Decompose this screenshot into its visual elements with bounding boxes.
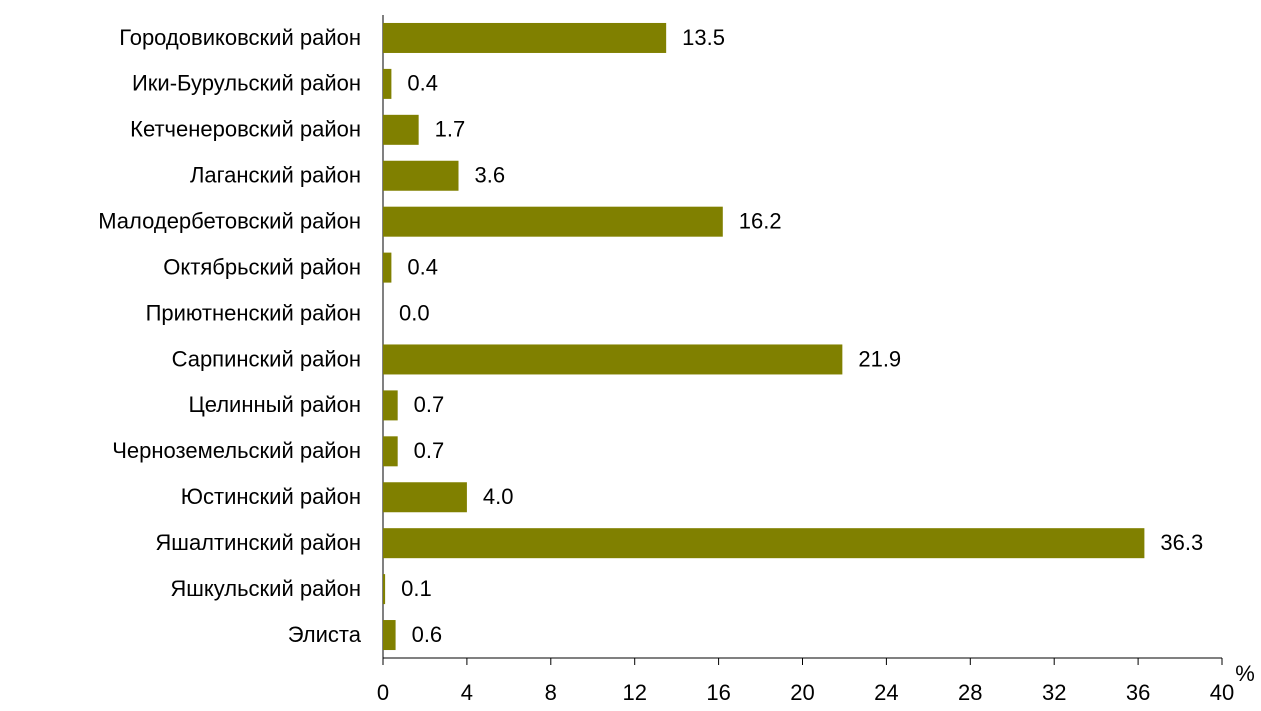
- bar: [383, 436, 398, 467]
- x-tick-label: 28: [958, 680, 982, 705]
- data-label: 0.7: [414, 392, 445, 417]
- bar: [383, 252, 392, 283]
- x-tick-label: 8: [545, 680, 557, 705]
- x-axis-label: %: [1235, 661, 1255, 686]
- data-label: 0.1: [401, 576, 432, 601]
- x-tick-label: 16: [706, 680, 730, 705]
- data-label: 21.9: [858, 346, 901, 371]
- data-label: 0.6: [412, 622, 443, 647]
- y-tick-label: Элиста: [288, 622, 362, 647]
- data-label: 3.6: [475, 163, 506, 188]
- y-tick-label: Приютненский район: [146, 300, 361, 325]
- x-tick-label: 12: [622, 680, 646, 705]
- data-label: 36.3: [1160, 530, 1203, 555]
- bar: [383, 528, 1145, 559]
- y-tick-label: Октябрьский район: [163, 254, 361, 279]
- data-label: 0.0: [399, 300, 430, 325]
- y-tick-label: Яшкульский район: [170, 576, 361, 601]
- bar: [383, 206, 723, 237]
- bar: [383, 574, 386, 605]
- bar: [383, 114, 419, 145]
- y-tick-label: Ики-Бурульский район: [132, 71, 361, 96]
- bar: [383, 68, 392, 99]
- y-tick-label: Городовиковский район: [119, 25, 361, 50]
- x-tick-label: 20: [790, 680, 814, 705]
- x-tick-label: 4: [461, 680, 473, 705]
- data-label: 1.7: [435, 117, 466, 142]
- data-label: 4.0: [483, 484, 514, 509]
- data-label: 0.7: [414, 438, 445, 463]
- bar: [383, 620, 396, 651]
- y-tick-label: Целинный район: [188, 392, 361, 417]
- data-label: 0.4: [407, 254, 438, 279]
- x-tick-label: 40: [1210, 680, 1234, 705]
- x-tick-label: 0: [377, 680, 389, 705]
- x-tick-label: 32: [1042, 680, 1066, 705]
- y-tick-label: Лаганский район: [190, 163, 361, 188]
- bar: [383, 482, 467, 513]
- x-tick-label: 24: [874, 680, 898, 705]
- y-tick-label: Малодербетовский район: [98, 208, 361, 233]
- y-tick-label: Черноземельский район: [112, 438, 361, 463]
- data-label: 0.4: [407, 71, 438, 96]
- bar: [383, 22, 667, 53]
- x-tick-label: 36: [1126, 680, 1150, 705]
- data-label: 13.5: [682, 25, 725, 50]
- bar: [383, 160, 459, 191]
- y-tick-label: Юстинский район: [181, 484, 361, 509]
- bar: [383, 344, 843, 375]
- y-tick-label: Сарпинский район: [172, 346, 361, 371]
- bar: [383, 390, 398, 421]
- data-label: 16.2: [739, 208, 782, 233]
- y-tick-label: Кетченеровский район: [130, 117, 361, 142]
- y-tick-label: Яшалтинский район: [155, 530, 361, 555]
